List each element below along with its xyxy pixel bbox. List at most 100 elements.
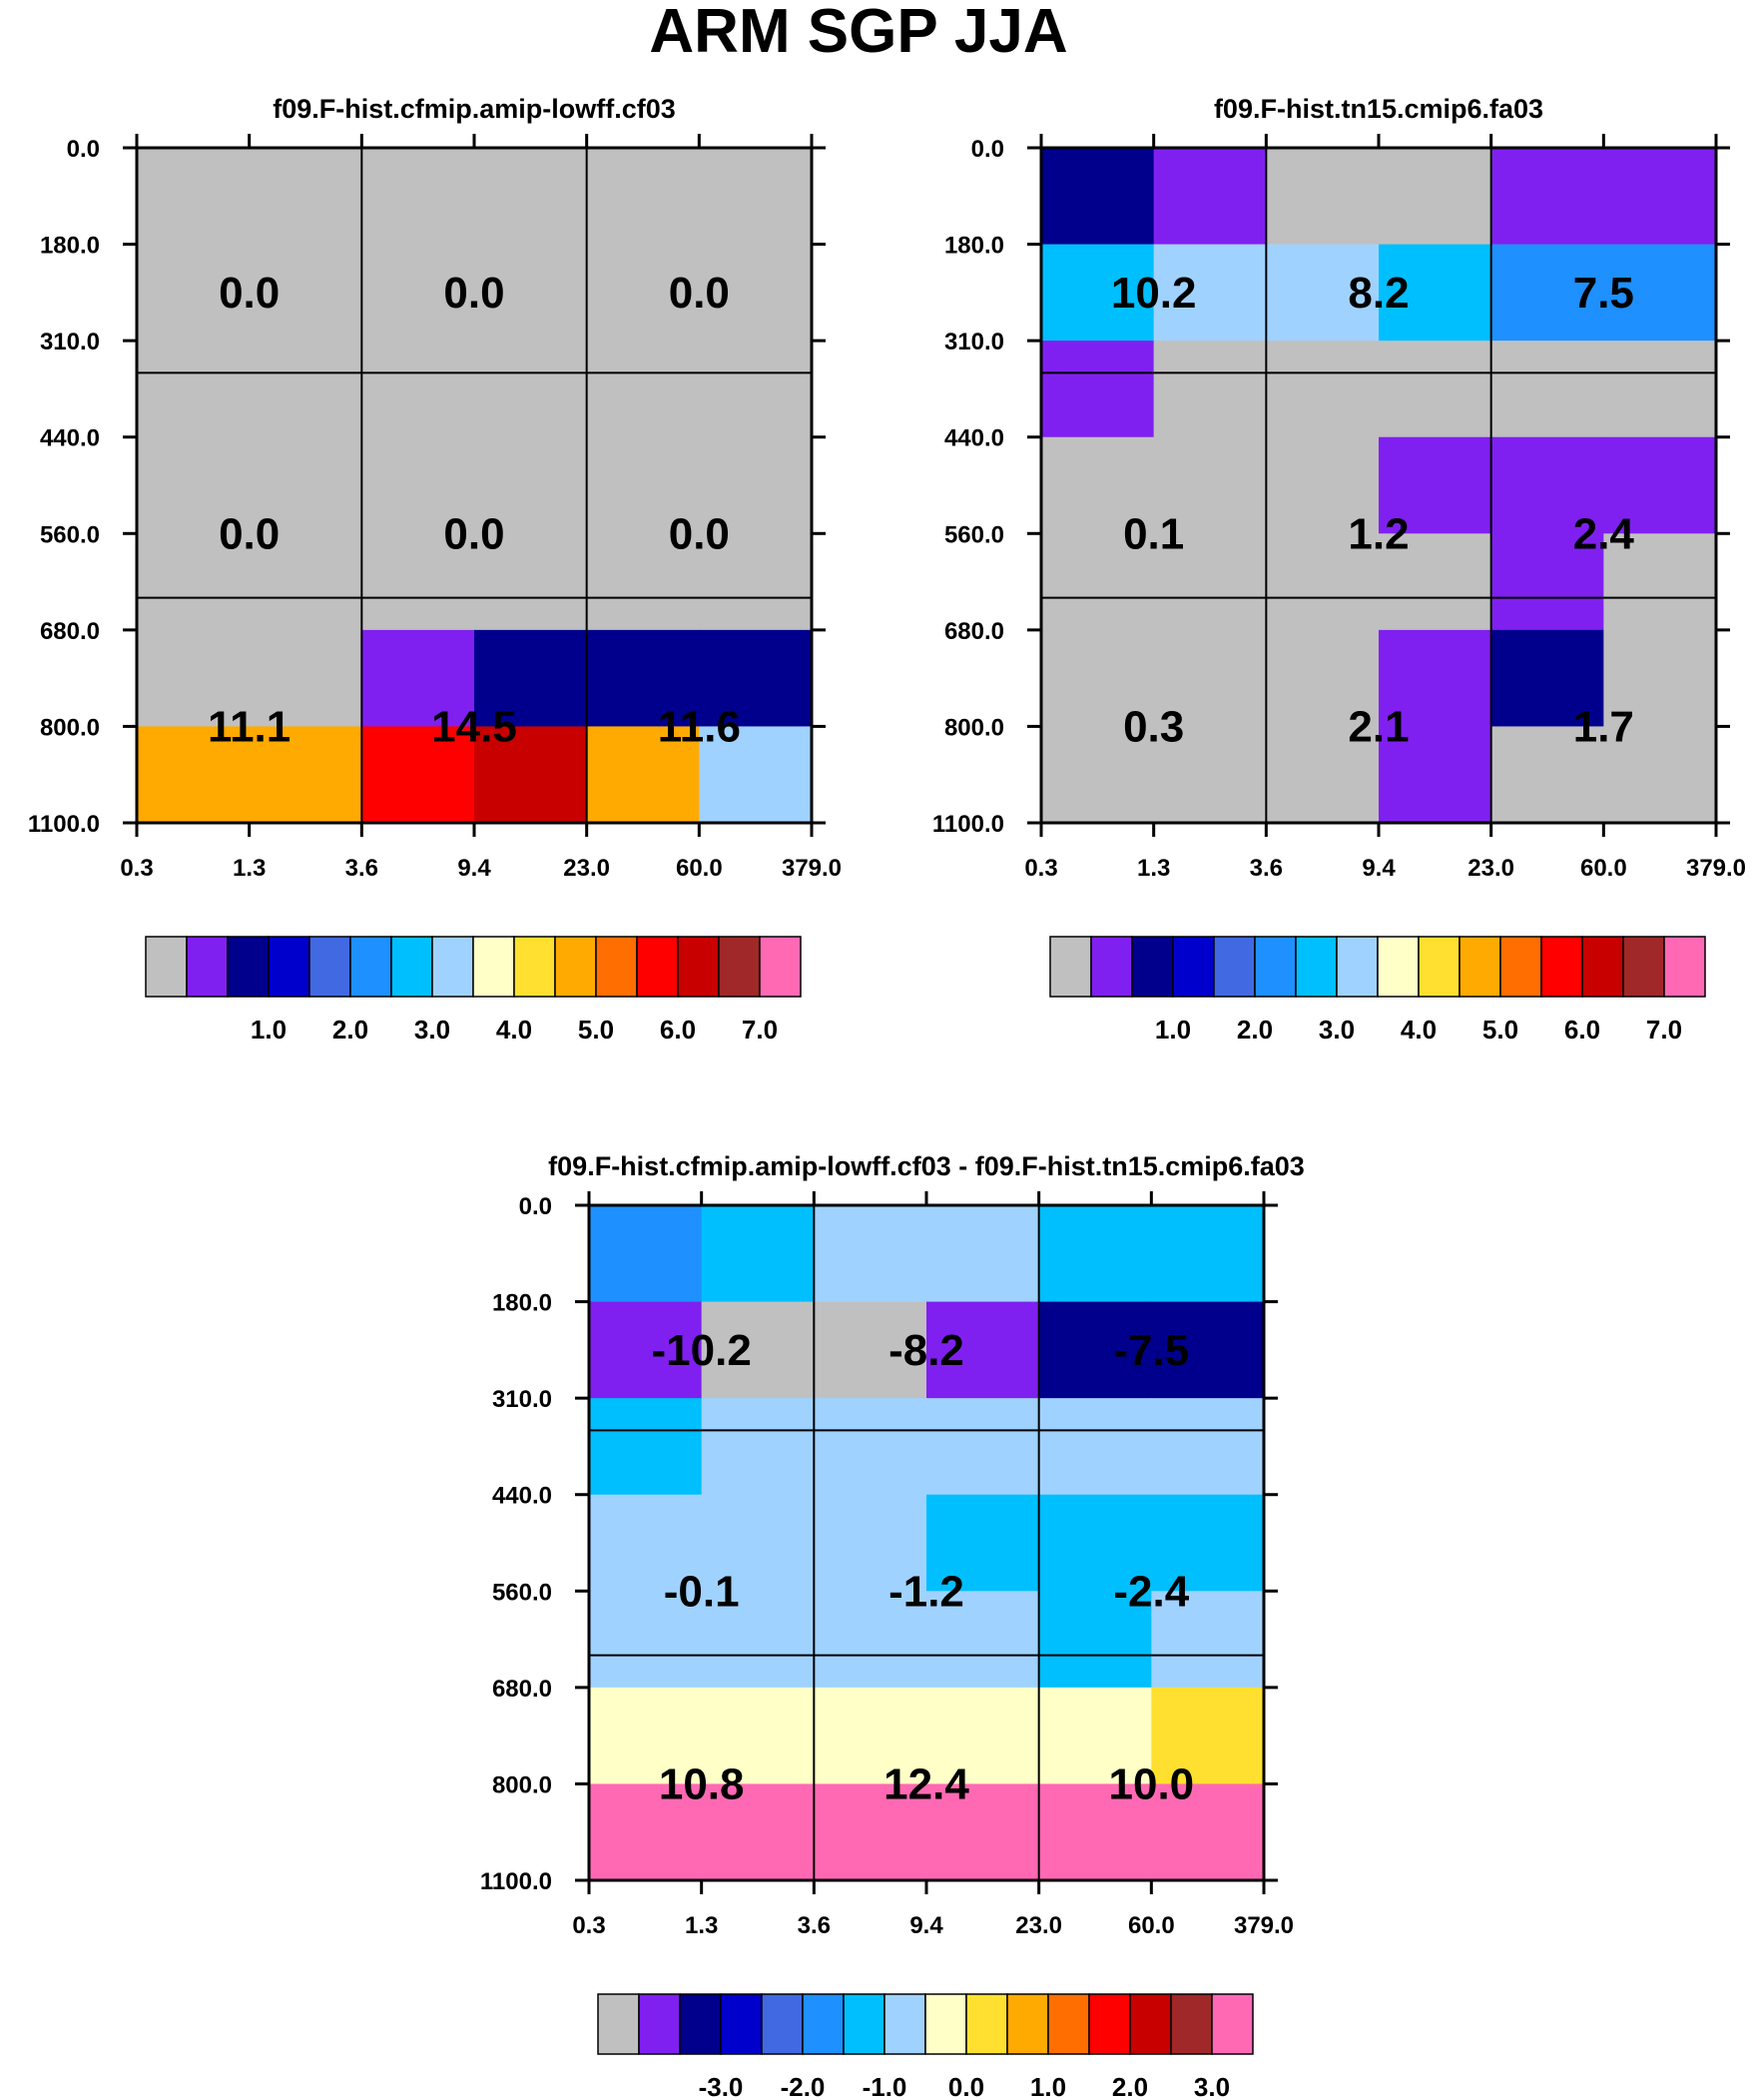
heat-cell — [361, 533, 475, 631]
cell-value-label: 10.2 — [1111, 269, 1197, 318]
y-tick-label: 1100.0 — [932, 811, 1004, 838]
y-tick-label: 440.0 — [492, 1483, 552, 1510]
colorbar-swatch — [1213, 936, 1256, 998]
heat-cell — [1266, 148, 1380, 246]
heat-cell — [1041, 148, 1155, 246]
y-tick-label: 310.0 — [492, 1386, 552, 1413]
colorbar-swatch — [883, 1993, 926, 2055]
colorbar-swatch — [679, 1993, 722, 2055]
heat-cell — [474, 436, 588, 534]
colorbar-swatch — [636, 936, 679, 998]
heat-cell — [249, 726, 362, 824]
heat-cell — [701, 1783, 815, 1881]
cell-value-label: -2.4 — [1113, 1567, 1189, 1616]
y-tick-label: 680.0 — [40, 618, 100, 645]
heat-cell — [701, 1494, 815, 1592]
heat-cell — [1151, 1301, 1265, 1399]
x-tick-label: 3.6 — [798, 1912, 831, 1939]
colorbar-swatch — [597, 1993, 640, 2055]
heat-cell — [361, 341, 475, 438]
heat-cell — [361, 726, 475, 824]
heat-cell — [361, 629, 475, 728]
heat-cell — [589, 1494, 703, 1592]
heat-cell — [1490, 341, 1604, 438]
heat-cell — [814, 1687, 927, 1785]
y-tick-label: 310.0 — [40, 329, 100, 355]
heat-cell — [1153, 533, 1267, 631]
y-tick-label: 800.0 — [944, 714, 1004, 741]
heat-cell — [1379, 244, 1492, 342]
heat-cell — [1379, 148, 1492, 246]
y-tick-label: 1100.0 — [480, 1868, 552, 1895]
colorbar-swatch — [1377, 936, 1420, 998]
heat-cell — [586, 436, 700, 534]
heat-cell — [474, 629, 588, 728]
colorbar-swatch — [1254, 936, 1297, 998]
heat-cell — [589, 1205, 703, 1303]
y-tick-label: 180.0 — [492, 1290, 552, 1317]
colorbar-swatch — [595, 936, 638, 998]
heat-cell — [1153, 436, 1267, 534]
panels: f09.F-hist.cfmip.amip-lowff.cf03 0.3 1.3 3.… — [28, 94, 1746, 2100]
cell-value-label: 0.0 — [669, 269, 730, 318]
heat-cell — [926, 1301, 1040, 1399]
colorbar-label: -1.0 — [863, 2072, 907, 2100]
heat-cell — [1041, 436, 1155, 534]
heat-cell — [586, 341, 700, 438]
x-tick-label: 0.3 — [1024, 855, 1057, 882]
heat-cell — [1603, 148, 1717, 246]
heat-cell — [926, 1494, 1040, 1592]
x-tick-label: 1.3 — [233, 855, 266, 882]
heat-cell — [137, 148, 251, 246]
colorbar-label: 4.0 — [496, 1015, 532, 1045]
heat-cell — [586, 726, 700, 824]
colorbar-swatch — [1049, 936, 1092, 998]
heat-cell — [1038, 1205, 1152, 1303]
heat-cell — [1151, 1783, 1265, 1881]
cell-value-label: 0.3 — [1123, 702, 1184, 751]
heat-cell — [249, 533, 362, 631]
heat-cell — [137, 726, 251, 824]
heat-cell — [249, 341, 362, 438]
x-tick-label: 379.0 — [1686, 855, 1746, 882]
cell-value-label: -8.2 — [888, 1326, 964, 1375]
cell-value-label: 12.4 — [883, 1759, 969, 1808]
heat-cell — [1379, 629, 1492, 728]
colorbar-swatch — [718, 936, 761, 998]
y-tick-label: 310.0 — [944, 329, 1004, 355]
colorbar-swatch — [1622, 936, 1665, 998]
heat-cell — [1151, 1494, 1265, 1592]
heat-cell — [137, 533, 251, 631]
colorbar-label: 3.0 — [414, 1015, 450, 1045]
colorbar-swatch — [1418, 936, 1461, 998]
heat-cell — [1379, 341, 1492, 438]
heat-cell — [814, 1494, 927, 1592]
heat-cell — [589, 1301, 703, 1399]
colorbar-swatch — [1131, 936, 1174, 998]
heat-cell — [926, 1205, 1040, 1303]
heat-cell — [1379, 436, 1492, 534]
colorbar: -3.0 -2.0 -1.0 0.0 1.0 2.0 3.0 — [597, 1993, 1254, 2100]
heat-cell — [586, 244, 700, 342]
colorbar-label: -2.0 — [781, 2072, 826, 2100]
cell-value-label: 11.6 — [658, 702, 741, 751]
heat-cell — [1266, 629, 1380, 728]
colorbar-swatch — [1047, 1993, 1090, 2055]
heat-cell — [1266, 436, 1380, 534]
heat-cell — [1151, 1398, 1265, 1496]
heat-cell — [249, 148, 362, 246]
heat-cell — [474, 341, 588, 438]
heat-cell — [1603, 629, 1717, 728]
colorbar-swatch — [1581, 936, 1624, 998]
heat-cell — [137, 341, 251, 438]
y-tick-label: 440.0 — [944, 425, 1004, 452]
heat-cell — [1266, 533, 1380, 631]
colorbar-label: 2.0 — [1237, 1015, 1273, 1045]
heat-cell — [701, 1687, 815, 1785]
heat-cell — [1041, 533, 1155, 631]
colorbar-swatch — [802, 1993, 845, 2055]
colorbar-swatch — [638, 1993, 681, 2055]
panel-3: f09.F-hist.cfmip.amip-lowff.cf03 - f09.F… — [480, 1151, 1305, 2100]
heat-cell — [361, 436, 475, 534]
heat-cell — [474, 726, 588, 824]
